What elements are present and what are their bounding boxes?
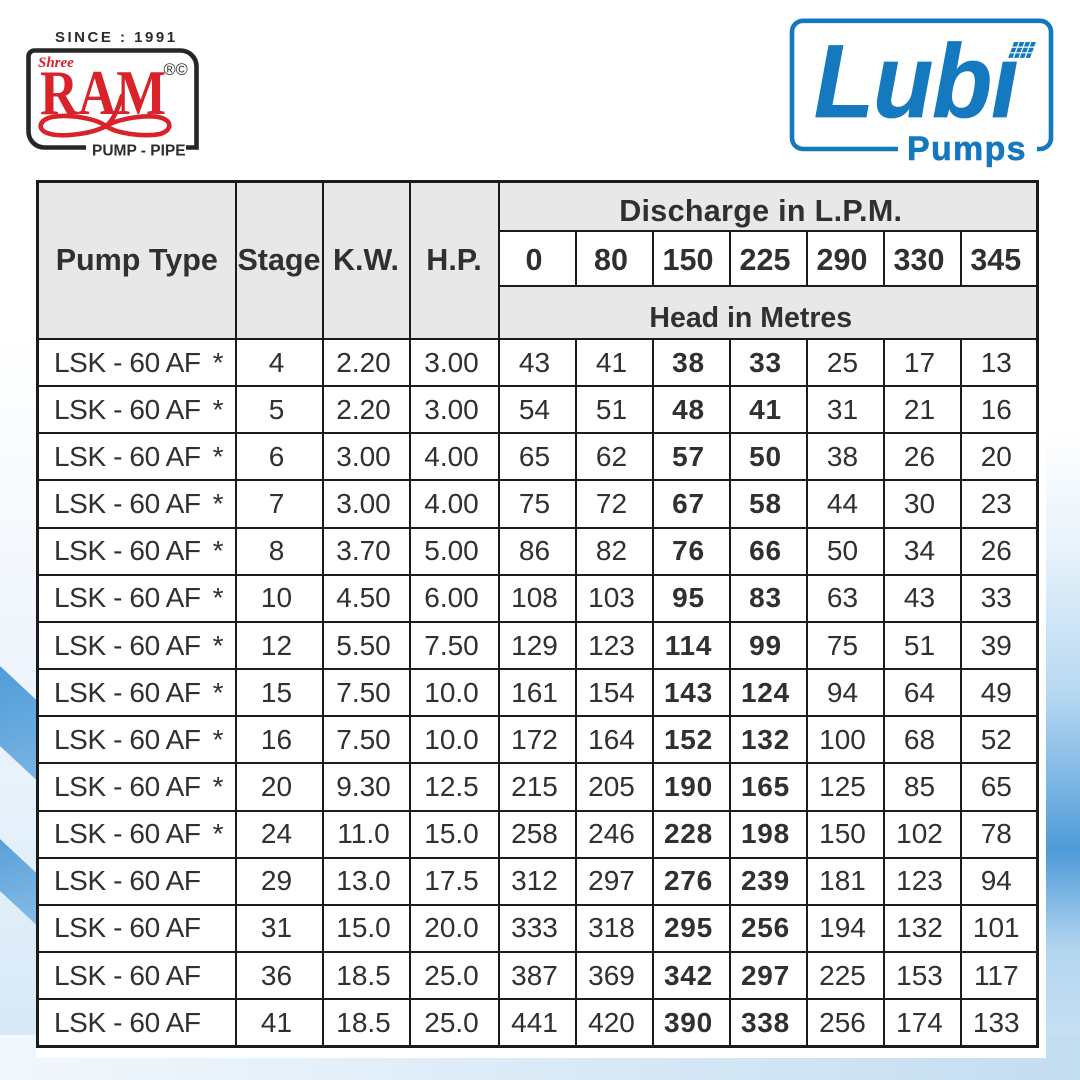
svg-text:Shree: Shree bbox=[38, 55, 74, 71]
svg-text:SINCE : 1991: SINCE : 1991 bbox=[55, 29, 178, 46]
svg-text:Lubı: Lubı bbox=[814, 23, 1018, 139]
svg-text:Pumps: Pumps bbox=[907, 130, 1027, 168]
svg-text:®©: ®© bbox=[164, 61, 188, 79]
svg-text:PUMP - PIPE: PUMP - PIPE bbox=[92, 143, 186, 160]
